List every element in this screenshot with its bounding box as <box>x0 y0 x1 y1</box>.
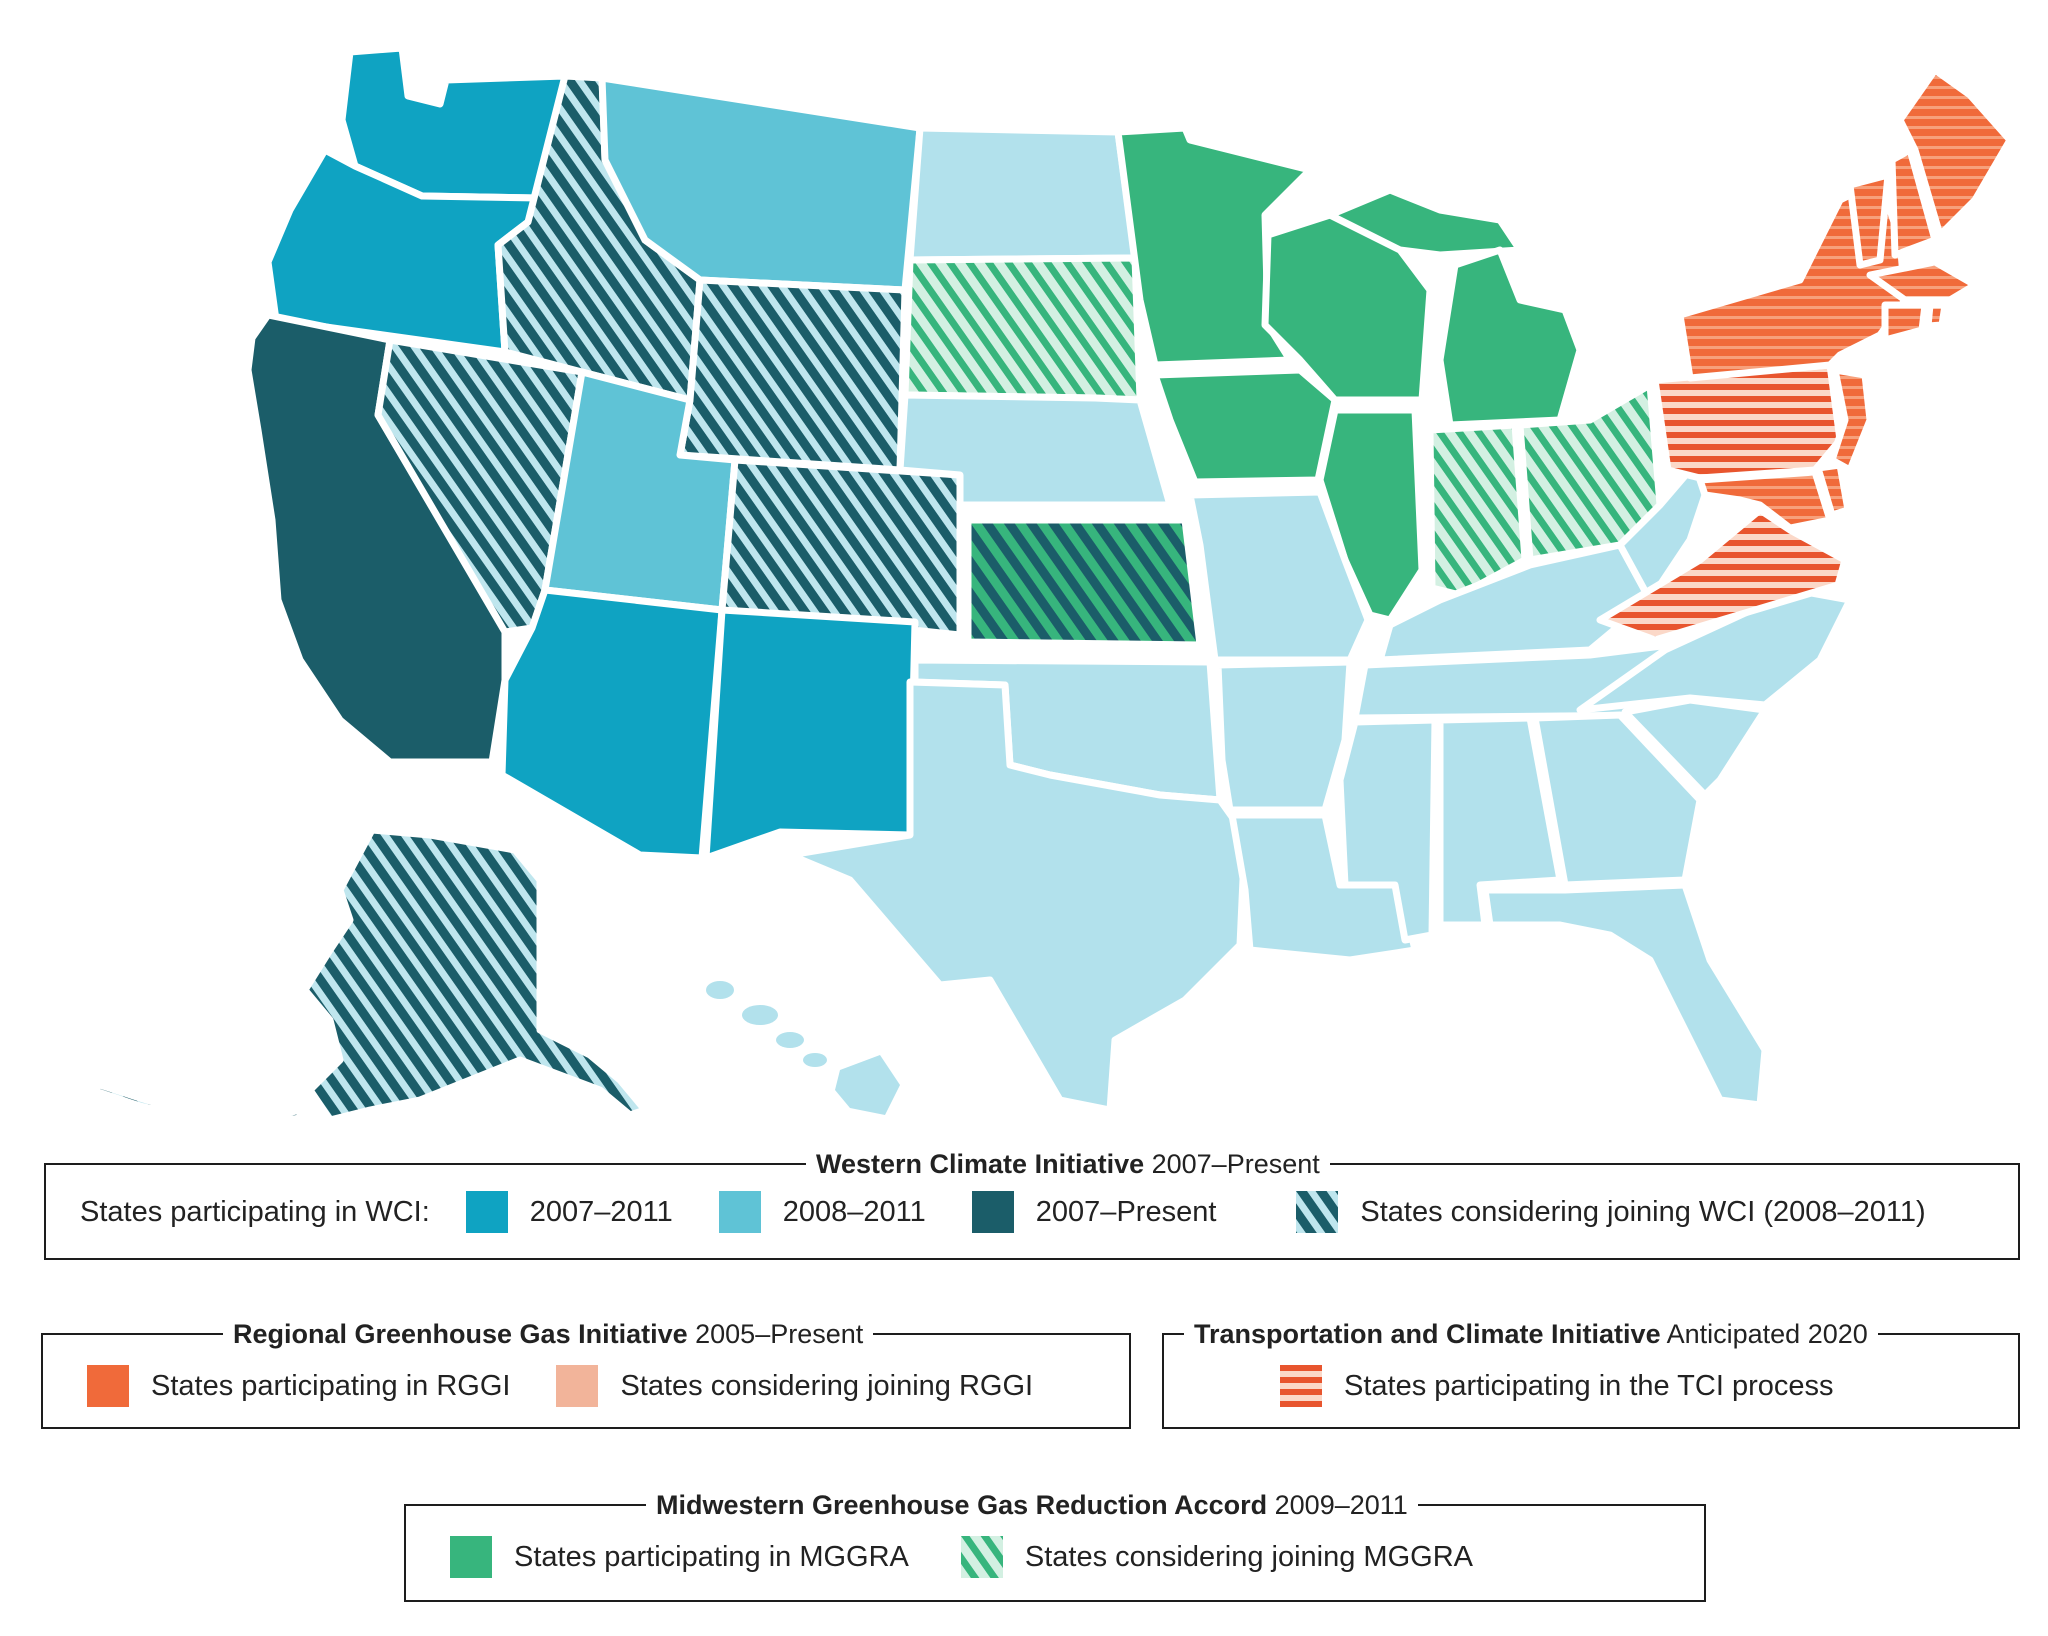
state-arkansas <box>1214 658 1354 814</box>
state-pennsylvania <box>1651 361 1844 482</box>
legend-item-rggi-participating: States participating in RGGI <box>87 1365 510 1407</box>
state-new-jersey <box>1828 366 1874 474</box>
state-north-carolina <box>1576 586 1854 714</box>
state-louisiana <box>1228 811 1419 964</box>
state-florida <box>1481 881 1769 1109</box>
legend-tci-row: States participating in the TCI process <box>1280 1365 2018 1407</box>
state-connecticut <box>1881 301 1929 344</box>
legend-rggi-row: States participating in RGGI States cons… <box>87 1365 1129 1407</box>
us-map <box>88 48 2014 1130</box>
legend-rggi: Regional Greenhouse Gas Initiative 2005–… <box>41 1318 1131 1429</box>
state-iowa <box>1151 366 1339 486</box>
legend-mggra: Midwestern Greenhouse Gas Reduction Acco… <box>404 1489 1706 1602</box>
legend-wci-row: States participating in WCI: 2007–2011 2… <box>80 1191 2018 1233</box>
state-rhode-island <box>1924 301 1949 330</box>
state-colorado <box>718 456 964 639</box>
swatch-mggra-considering-hatch <box>960 1536 1003 1578</box>
state-missouri <box>1186 488 1372 664</box>
swatch-mggra-participating <box>450 1536 492 1578</box>
state-arizona <box>498 586 726 862</box>
legend-item-wci-considering: States considering joining WCI (2008–201… <box>1296 1191 1926 1233</box>
swatch-rggi-considering <box>556 1365 599 1407</box>
legend-item-tci-participating: States participating in the TCI process <box>1280 1365 1834 1407</box>
legend-mggra-title: Midwestern Greenhouse Gas Reduction Acco… <box>646 1489 1418 1521</box>
state-alabama <box>1436 714 1564 929</box>
state-kansas <box>964 516 1204 649</box>
alaska-aleutian-islands <box>88 1081 304 1130</box>
state-alaska <box>301 826 649 1124</box>
state-michigan <box>1436 246 1584 429</box>
state-new-mexico <box>702 606 919 862</box>
legend-wci-lead: States participating in WCI: <box>80 1195 430 1228</box>
state-new-hampshire <box>1888 146 1939 259</box>
state-georgia <box>1531 711 1704 889</box>
state-michigan-upper <box>1326 186 1524 259</box>
state-virginia <box>1596 506 1849 644</box>
swatch-wci-2007-present <box>971 1191 1014 1233</box>
state-mississippi <box>1336 716 1439 944</box>
legend-item-mggra-participating: States participating in MGGRA <box>450 1536 909 1578</box>
legend-item-wci-2007-2011: 2007–2011 <box>465 1191 673 1233</box>
legend-tci: Transportation and Climate Initiative An… <box>1162 1318 2020 1429</box>
swatch-wci-2008-2011 <box>718 1191 761 1233</box>
legend-item-wci-2008-2011: 2008–2011 <box>718 1191 926 1233</box>
legend-tci-title: Transportation and Climate Initiative An… <box>1184 1318 1878 1350</box>
swatch-tci-hatch <box>1280 1365 1322 1407</box>
swatch-rggi-participating <box>87 1365 129 1407</box>
state-south-dakota <box>901 254 1144 404</box>
legend-rggi-title: Regional Greenhouse Gas Initiative 2005–… <box>223 1318 874 1350</box>
state-north-dakota <box>906 124 1139 264</box>
legend-item-mggra-considering: States considering joining MGGRA <box>960 1536 1473 1578</box>
state-hawaii <box>706 981 900 1115</box>
state-nebraska <box>896 391 1174 509</box>
legend-wci-title: Western Climate Initiative 2007–Present <box>806 1148 1330 1180</box>
legend-mggra-row: States participating in MGGRA States con… <box>450 1536 1704 1578</box>
state-maryland <box>1696 468 1834 532</box>
state-massachusetts <box>1866 258 1979 304</box>
swatch-wci-considering-hatch <box>1296 1191 1339 1233</box>
state-delaware <box>1814 461 1852 519</box>
state-vermont <box>1846 171 1892 269</box>
state-texas <box>786 678 1249 1114</box>
swatch-wci-2007-2011 <box>465 1191 508 1233</box>
legend-wci: Western Climate Initiative 2007–Present … <box>44 1148 2020 1260</box>
state-wyoming <box>676 276 909 474</box>
state-maine <box>1896 66 2014 239</box>
legend-item-wci-2007-present: 2007–Present <box>971 1191 1216 1233</box>
legend-item-rggi-considering: States considering joining RGGI <box>556 1365 1033 1407</box>
